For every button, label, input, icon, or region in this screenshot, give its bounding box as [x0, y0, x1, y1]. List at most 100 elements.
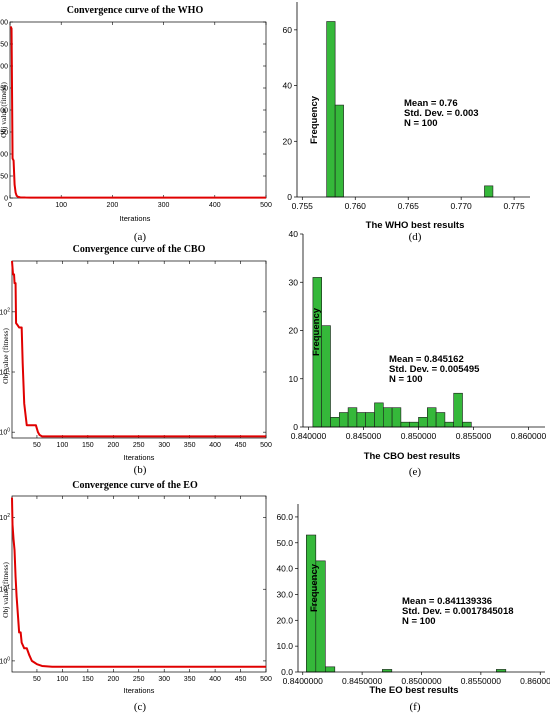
x-tick-label: 200 — [107, 442, 119, 449]
tick-exponent: 0 — [7, 428, 10, 434]
histogram-bar — [347, 407, 358, 428]
y-tick-label: 30 — [289, 277, 299, 287]
convergence-chart-2: 50 100 150 200 250 300 350 400 450 500100101102Co… — [0, 244, 272, 476]
tick-exponent: 1 — [7, 585, 10, 591]
x-tick-label: 0.860000 — [511, 431, 547, 441]
x-tick-label: 0.8400000 — [283, 676, 323, 686]
y-tick-label: 60.0 — [276, 512, 293, 522]
convergence-line — [9, 25, 266, 199]
y-axis-label: Obj value (fitness) — [0, 82, 8, 138]
y-tick-label: 60 — [283, 25, 293, 35]
panel-label: (e) — [409, 466, 422, 478]
x-tick-label: 0.845000 — [346, 431, 382, 441]
histogram-bar — [435, 412, 446, 428]
chart-title: Convergence curve of the WHO — [67, 5, 204, 16]
histogram-bar — [356, 412, 366, 428]
y-axis-label: Obj value (fitness) — [1, 328, 10, 384]
histogram-bar — [462, 421, 472, 428]
histogram-bar — [374, 402, 384, 428]
x-tick-label: 250 — [133, 442, 145, 449]
x-tick-label: 500 — [260, 676, 272, 683]
tick-exponent: 1 — [7, 368, 10, 374]
y-tick-label: 100 — [0, 152, 8, 159]
x-tick-label: 450 — [235, 676, 247, 683]
tick-exponent: 0 — [7, 656, 10, 662]
x-tick-label: 300 — [158, 202, 170, 209]
y-tick-label: 350 — [0, 42, 8, 49]
x-axis-label: Iterations — [120, 214, 151, 223]
histogram-chart-5: 0.8400000 0.8450000 0.8500000 0.8550000 0.86… — [276, 504, 550, 713]
x-tick-label: 0.775 — [503, 201, 525, 211]
panel-label: (c) — [134, 701, 147, 713]
x-tick-label: 150 — [82, 442, 94, 449]
histogram-bar — [321, 325, 331, 428]
x-tick-label: 350 — [184, 442, 196, 449]
x-tick-label: 300 — [158, 676, 170, 683]
histogram-bar — [426, 407, 437, 428]
y-tick-label: 400 — [0, 20, 8, 27]
y-tick-label: 10.0 — [276, 641, 293, 651]
x-axis-label: The WHO best results — [366, 220, 465, 231]
histogram-bar — [400, 421, 410, 428]
histogram-bar — [326, 21, 336, 198]
y-tick-label: 20 — [289, 326, 299, 336]
x-tick-label: 350 — [184, 676, 196, 683]
plot-frame — [9, 21, 267, 199]
histogram-bar — [334, 104, 344, 198]
y-tick-label: 102 — [0, 307, 10, 316]
y-tick-label: 101 — [0, 585, 10, 594]
x-tick-label: 0.760 — [345, 201, 367, 211]
y-tick-label: 50.0 — [276, 538, 293, 548]
x-tick-label: 500 — [260, 442, 272, 449]
x-axis-label: Iterations — [124, 686, 155, 695]
histogram-bar — [453, 392, 463, 428]
chart-title: Convergence curve of the CBO — [73, 244, 206, 255]
x-axis-label: The CBO best results — [364, 451, 461, 462]
x-tick-label: 0.8500000 — [401, 676, 441, 686]
y-tick-label: 200 — [0, 108, 8, 115]
plot-frame — [11, 495, 267, 673]
chart-title: Convergence curve of the EO — [72, 480, 198, 491]
x-tick-label: 500 — [260, 202, 272, 209]
histogram-bar — [338, 412, 349, 428]
x-tick-label: 400 — [209, 442, 221, 449]
y-tick-label: 300 — [0, 64, 8, 71]
plot-frame — [11, 260, 267, 439]
y-axis-label: Obj value (fitness) — [1, 562, 10, 618]
histogram-bar — [365, 412, 375, 428]
y-tick-label: 101 — [0, 368, 10, 377]
y-tick-label: 20.0 — [276, 615, 293, 625]
histogram-bar — [484, 185, 494, 198]
y-tick-label: 250 — [0, 86, 8, 93]
stat-mean: Mean = 0.845162 — [389, 354, 464, 365]
histogram-bar — [444, 421, 454, 428]
x-tick-label: 100 — [55, 202, 67, 209]
x-tick-label: 0.840000 — [291, 431, 327, 441]
tick-exponent: 2 — [7, 307, 10, 313]
x-tick-label: 0.770 — [451, 201, 473, 211]
x-tick-label: 0.755 — [292, 201, 314, 211]
x-tick-label: 100 — [57, 676, 69, 683]
y-tick-label: 50 — [0, 174, 8, 181]
y-tick-label: 102 — [0, 513, 10, 522]
histogram-bar — [418, 417, 428, 428]
stat-n: N = 100 — [402, 616, 436, 627]
x-tick-label: 0 — [8, 202, 12, 209]
convergence-chart-0: 0 100 200 300 400 500 0 50 100 150 200 250 300 350 400… — [0, 5, 272, 243]
y-tick-label: 100 — [0, 656, 10, 665]
x-tick-label: 200 — [107, 676, 119, 683]
stat-mean: Mean = 0.76 — [404, 98, 458, 109]
y-tick-label: 0.0 — [281, 667, 293, 677]
x-tick-label: 400 — [209, 676, 221, 683]
y-tick-label: 0 — [293, 422, 298, 432]
histogram-chart-1: 0.755 0.760 0.765 0.770 0.775 0 20 40 60 The WHO … — [283, 2, 530, 243]
x-tick-label: 300 — [158, 442, 170, 449]
stat-std-dev: Std. Dev. = 0.0017845018 — [402, 606, 514, 617]
stat-std-dev: Std. Dev. = 0.003 — [404, 108, 479, 119]
histogram-bar — [409, 421, 419, 428]
x-tick-label: 100 — [57, 442, 69, 449]
x-tick-label: 150 — [82, 676, 94, 683]
y-tick-label: 30.0 — [276, 589, 293, 599]
histogram-bar — [330, 417, 340, 428]
